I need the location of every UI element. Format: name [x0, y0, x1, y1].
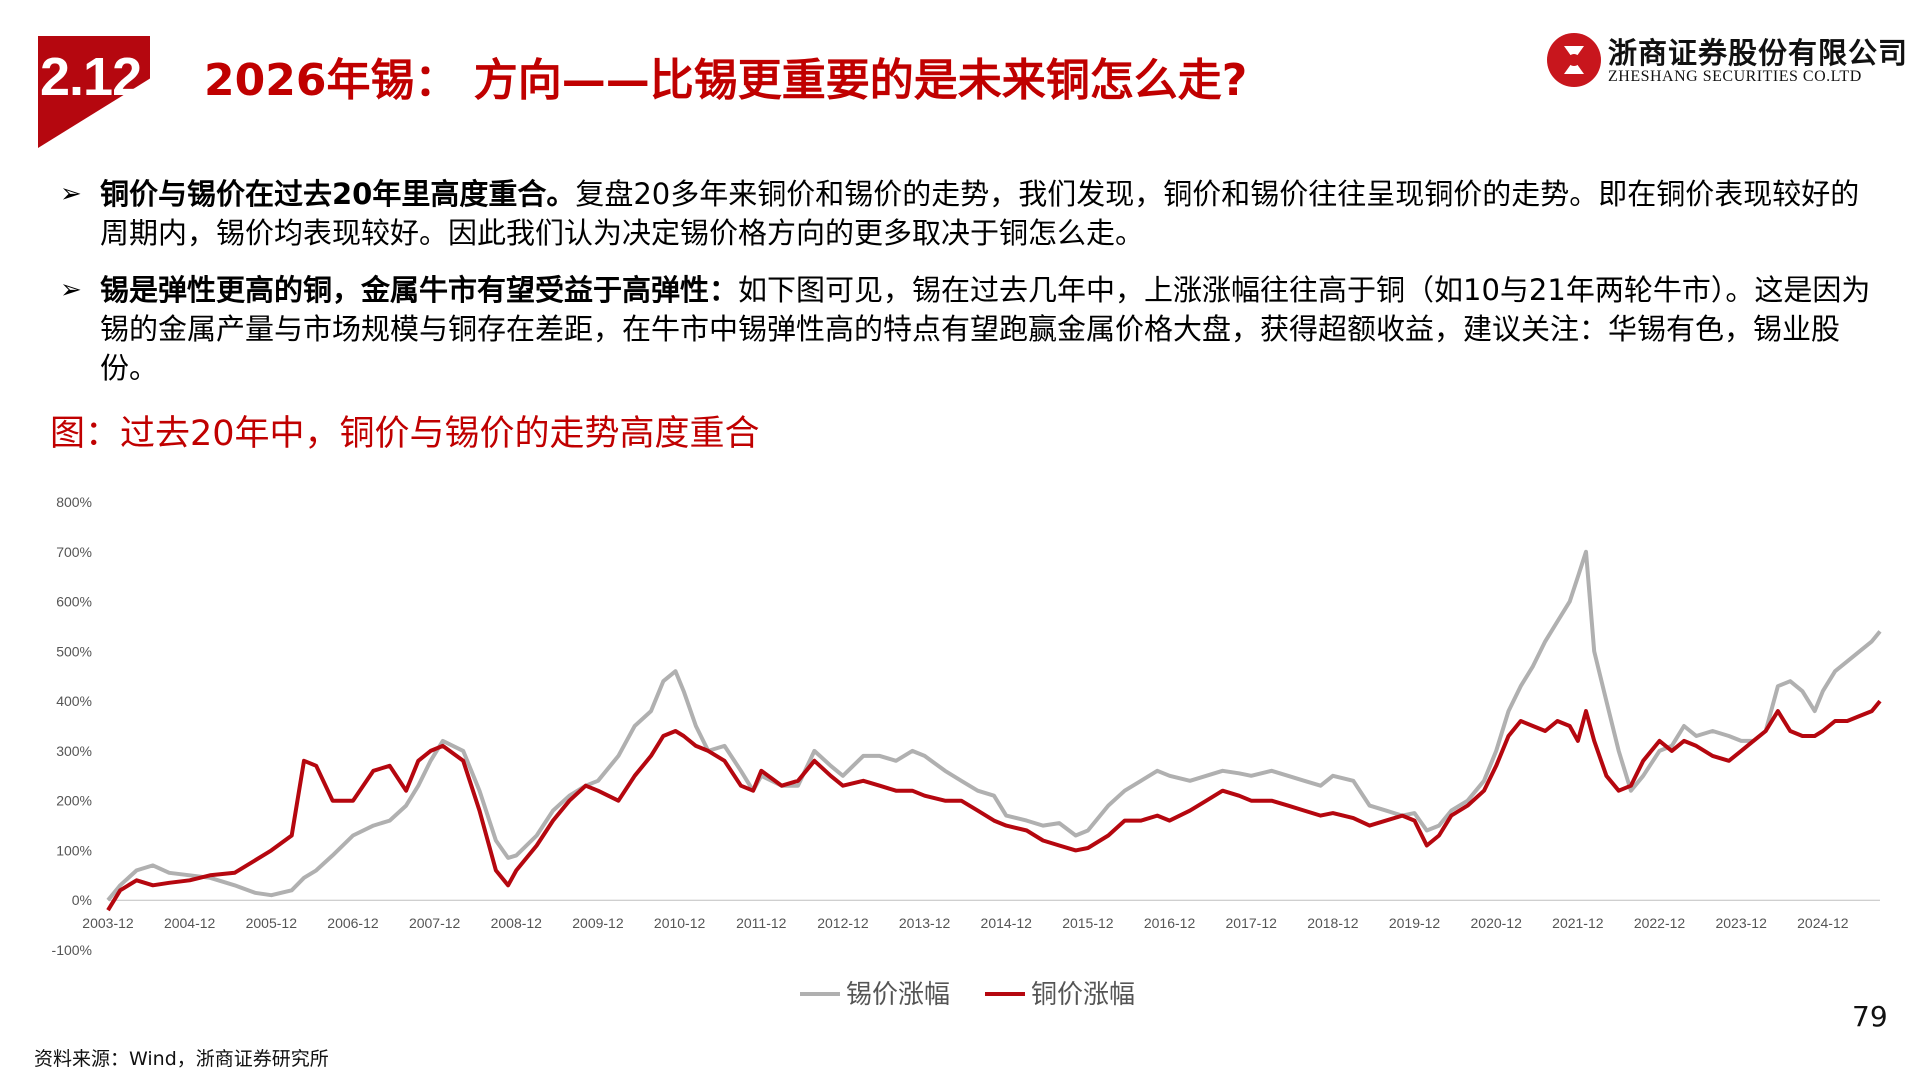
bullet-text: 复盘20多年来铜价和锡价的走势，我们发现，铜价和锡价往往呈现铜价的走势。即在铜价… [100, 177, 1860, 250]
x-tick-label: 2006-12 [327, 915, 379, 931]
x-tick-label: 2018-12 [1307, 915, 1359, 931]
logo-english-name: ZHESHANG SECURITIES CO.LTD [1608, 68, 1862, 85]
x-tick-label: 2005-12 [246, 915, 298, 931]
copper-series-line [106, 699, 1882, 912]
page-number: 79 [1852, 1000, 1888, 1033]
y-tick-label: -100% [52, 942, 92, 958]
x-tick-label: 2016-12 [1144, 915, 1196, 931]
x-tick-label: 2023-12 [1715, 915, 1767, 931]
y-tick-label: 800% [56, 494, 92, 510]
company-logo: 浙商证券股份有限公司 ZHESHANG SECURITIES CO.LTD [1546, 30, 1907, 92]
logo-chinese-name: 浙商证券股份有限公司 [1608, 36, 1909, 70]
x-tick-label: 2009-12 [572, 915, 624, 931]
x-tick-label: 2017-12 [1226, 915, 1278, 931]
legend-label: 锡价涨幅 [846, 980, 950, 1010]
x-tick-label: 2003-12 [82, 915, 134, 931]
x-tick-label: 2004-12 [164, 915, 216, 931]
y-tick-label: 200% [56, 793, 92, 809]
x-tick-label: 2019-12 [1389, 915, 1441, 931]
bullet-heading: 锡是弹性更高的铜，金属牛市有望受益于高弹性： [100, 273, 739, 307]
x-tick-label: 2011-12 [736, 915, 787, 931]
bullet-item: ➢ 铜价与锡价在过去20年里高度重合。复盘20多年来铜价和锡价的走势，我们发现，… [60, 175, 1880, 253]
figure-caption: 图：过去20年中，铜价与锡价的走势高度重合 [50, 414, 760, 454]
x-tick-label: 2012-12 [817, 915, 869, 931]
bullet-text: 如下图可见，锡在过去几年中，上涨涨幅往往高于铜（如10与21年两轮牛市）。这是因… [100, 273, 1871, 385]
y-tick-label: 600% [56, 594, 92, 610]
bullet-item: ➢ 锡是弹性更高的铜，金属牛市有望受益于高弹性：如下图可见，锡在过去几年中，上涨… [60, 271, 1880, 388]
arrow-bullet-icon: ➢ [60, 275, 82, 305]
x-axis: 2003-12 2004-12 2005-12 2006-12 2007-12 2008-… [82, 915, 1848, 931]
source-note: 资料来源：Wind，浙商证券研究所 [34, 1048, 329, 1070]
y-tick-label: 100% [56, 842, 92, 858]
x-tick-label: 2010-12 [654, 915, 706, 931]
x-tick-label: 2014-12 [981, 915, 1033, 931]
x-tick-label: 2015-12 [1062, 915, 1114, 931]
y-tick-label: 700% [56, 544, 92, 560]
x-tick-label: 2020-12 [1471, 915, 1523, 931]
y-tick-label: 300% [56, 743, 92, 759]
section-number: 2.12 [40, 47, 142, 107]
x-tick-label: 2022-12 [1634, 915, 1686, 931]
chart-legend: 锡价涨幅 铜价涨幅 [800, 980, 1135, 1010]
bullet-list: ➢ 铜价与锡价在过去20年里高度重合。复盘20多年来铜价和锡价的走势，我们发现，… [60, 175, 1880, 406]
legend-label: 铜价涨幅 [1031, 980, 1135, 1010]
x-tick-label: 2021-12 [1552, 915, 1604, 931]
y-axis: 800% 700% 600% 500% 400% 300% 200% 100% 0% -100% [52, 494, 92, 958]
series-layer [106, 549, 1882, 912]
bullet-heading: 铜价与锡价在过去20年里高度重合。 [100, 177, 576, 211]
price-change-line-chart: 800%700%600%500%400%300%200%100%0%-100% … [52, 494, 1882, 1010]
x-tick-label: 2007-12 [409, 915, 461, 931]
x-tick-label: 2013-12 [899, 915, 951, 931]
page-title: 2026年锡： 方向——比锡更重要的是未来铜怎么走? [204, 55, 1248, 106]
y-tick-label: 500% [56, 643, 92, 659]
arrow-bullet-icon: ➢ [60, 179, 82, 209]
y-tick-label: 400% [56, 693, 92, 709]
x-tick-label: 2008-12 [491, 915, 543, 931]
y-tick-label: 0% [72, 892, 92, 908]
x-tick-label: 2024-12 [1797, 915, 1849, 931]
tin-series-line [106, 549, 1882, 902]
zheshang-logo-icon [1547, 33, 1601, 87]
